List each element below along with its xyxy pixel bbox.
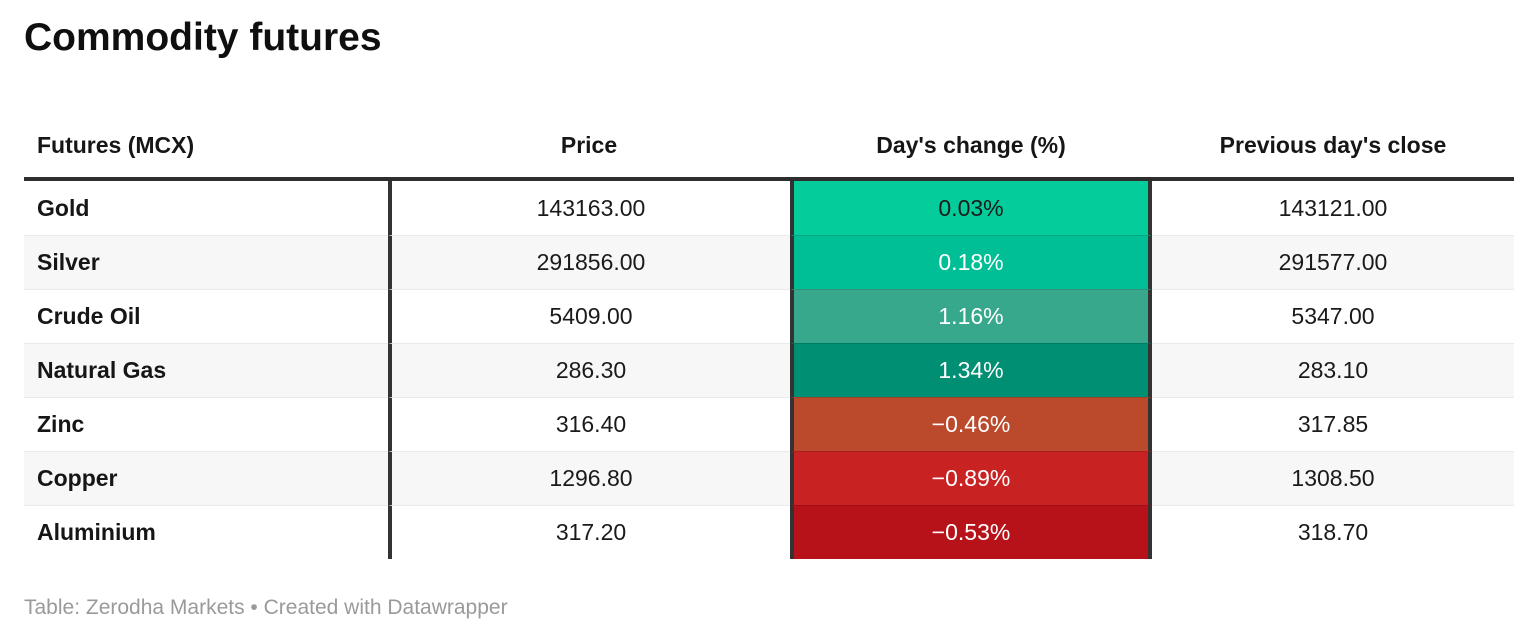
table-row: Silver 291856.00 0.18% 291577.00	[24, 235, 1514, 289]
commodity-name-cell: Gold	[37, 194, 90, 221]
commodity-name-cell: Zinc	[24, 397, 388, 451]
table-row: Natural Gas 286.30 1.34% 283.10	[24, 343, 1514, 397]
commodity-name-cell: Crude Oil	[24, 289, 388, 343]
commodity-name-cell: Aluminium	[24, 505, 388, 559]
price-cell: 291856.00	[388, 235, 790, 289]
prev-close-cell: 283.10	[1152, 343, 1514, 397]
table-body: Gold 143163.00 0.03% 143121.00 Silver 29…	[24, 181, 1514, 559]
days-change-cell: −0.89%	[790, 451, 1152, 505]
table-row: Zinc 316.40 −0.46% 317.85	[24, 397, 1514, 451]
commodity-name-cell: Silver	[24, 235, 388, 289]
days-change-cell: −0.46%	[790, 397, 1152, 451]
table-row: Aluminium 317.20 −0.53% 318.70	[24, 505, 1514, 559]
footer-attribution: Table: Zerodha Markets • Created with Da…	[24, 596, 508, 619]
page-title: Commodity futures	[24, 16, 382, 59]
days-change-cell: 1.16%	[790, 289, 1152, 343]
table-header-row: Futures (MCX) Price Day's change (%) Pre…	[24, 118, 1514, 181]
days-change-cell: 1.34%	[790, 343, 1152, 397]
price-cell: 317.20	[388, 505, 790, 559]
prev-close-cell: 5347.00	[1152, 289, 1514, 343]
table-row: Crude Oil 5409.00 1.16% 5347.00	[24, 289, 1514, 343]
commodity-name-cell: Natural Gas	[24, 343, 388, 397]
prev-close-cell: 317.85	[1152, 397, 1514, 451]
commodity-table: Futures (MCX) Price Day's change (%) Pre…	[24, 118, 1514, 559]
days-change-cell: 0.18%	[790, 235, 1152, 289]
price-cell: 5409.00	[388, 289, 790, 343]
header-price: Price	[560, 132, 618, 158]
days-change-cell: 0.03%	[790, 181, 1152, 235]
price-cell: 316.40	[388, 397, 790, 451]
table-row: Copper 1296.80 −0.89% 1308.50	[24, 451, 1514, 505]
header-days-change: Day's change (%)	[876, 132, 1066, 158]
price-cell: 143163.00	[388, 181, 790, 235]
prev-close-cell: 143121.00	[1278, 194, 1388, 221]
prev-close-cell: 291577.00	[1152, 235, 1514, 289]
commodity-name-cell: Copper	[24, 451, 388, 505]
header-previous-close: Previous day's close	[1219, 132, 1447, 158]
prev-close-cell: 318.70	[1152, 505, 1514, 559]
prev-close-cell: 1308.50	[1152, 451, 1514, 505]
price-cell: 1296.80	[388, 451, 790, 505]
days-change-cell: −0.53%	[790, 505, 1152, 559]
header-futures-mcx: Futures (MCX)	[37, 132, 195, 158]
table-row: Gold 143163.00 0.03% 143121.00	[24, 181, 1514, 235]
price-cell: 286.30	[388, 343, 790, 397]
